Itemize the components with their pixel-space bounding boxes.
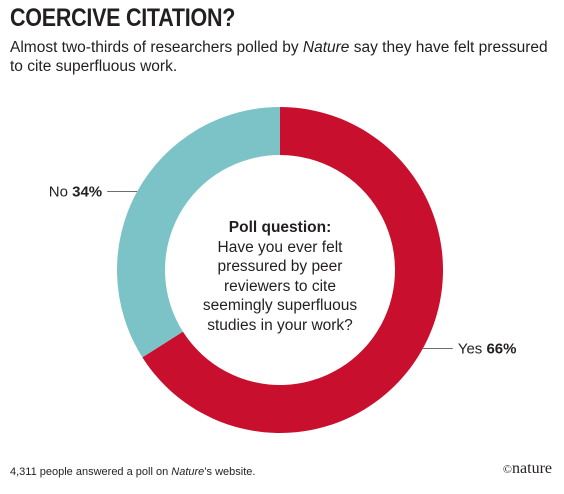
source-note-end: ’s website.	[204, 466, 256, 478]
slice-value-yes: 66%	[486, 341, 516, 358]
poll-question-text: Have you ever felt pressured by peer rev…	[202, 238, 358, 334]
poll-question-heading: Poll question:	[228, 219, 332, 236]
slice-category-no: No	[49, 183, 72, 200]
poll-question: Poll question: Have you ever felt pressu…	[200, 218, 360, 335]
slice-category-yes: Yes	[458, 341, 487, 358]
slice-label-yes: Yes 66%	[458, 341, 517, 358]
slice-label-no: No 34%	[49, 183, 102, 200]
chart-subtitle: Almost two-thirds of researchers polled …	[10, 38, 555, 76]
copyright-symbol: ©	[502, 462, 513, 476]
source-note: 4,311 people answered a poll on Nature’s…	[10, 466, 255, 478]
brand-name: nature	[512, 460, 552, 477]
slice-value-no: 34%	[72, 183, 102, 200]
source-note-start: 4,311 people answered a poll on	[10, 466, 172, 478]
subtitle-publication-name: Nature	[302, 39, 350, 56]
subtitle-text-start: Almost two-thirds of researchers polled …	[10, 39, 303, 56]
slice-labels: Yes 66% No 34%	[49, 183, 517, 357]
donut-slices	[116, 106, 443, 433]
nature-logo: ©nature	[503, 460, 552, 478]
source-note-publication: Nature	[171, 466, 205, 478]
chart-title: COERCIVE CITATION?	[10, 4, 236, 32]
slice-no	[116, 106, 280, 358]
slice-yes	[142, 107, 443, 433]
subtitle-text-end: say they have felt pressured to cite sup…	[10, 39, 548, 75]
